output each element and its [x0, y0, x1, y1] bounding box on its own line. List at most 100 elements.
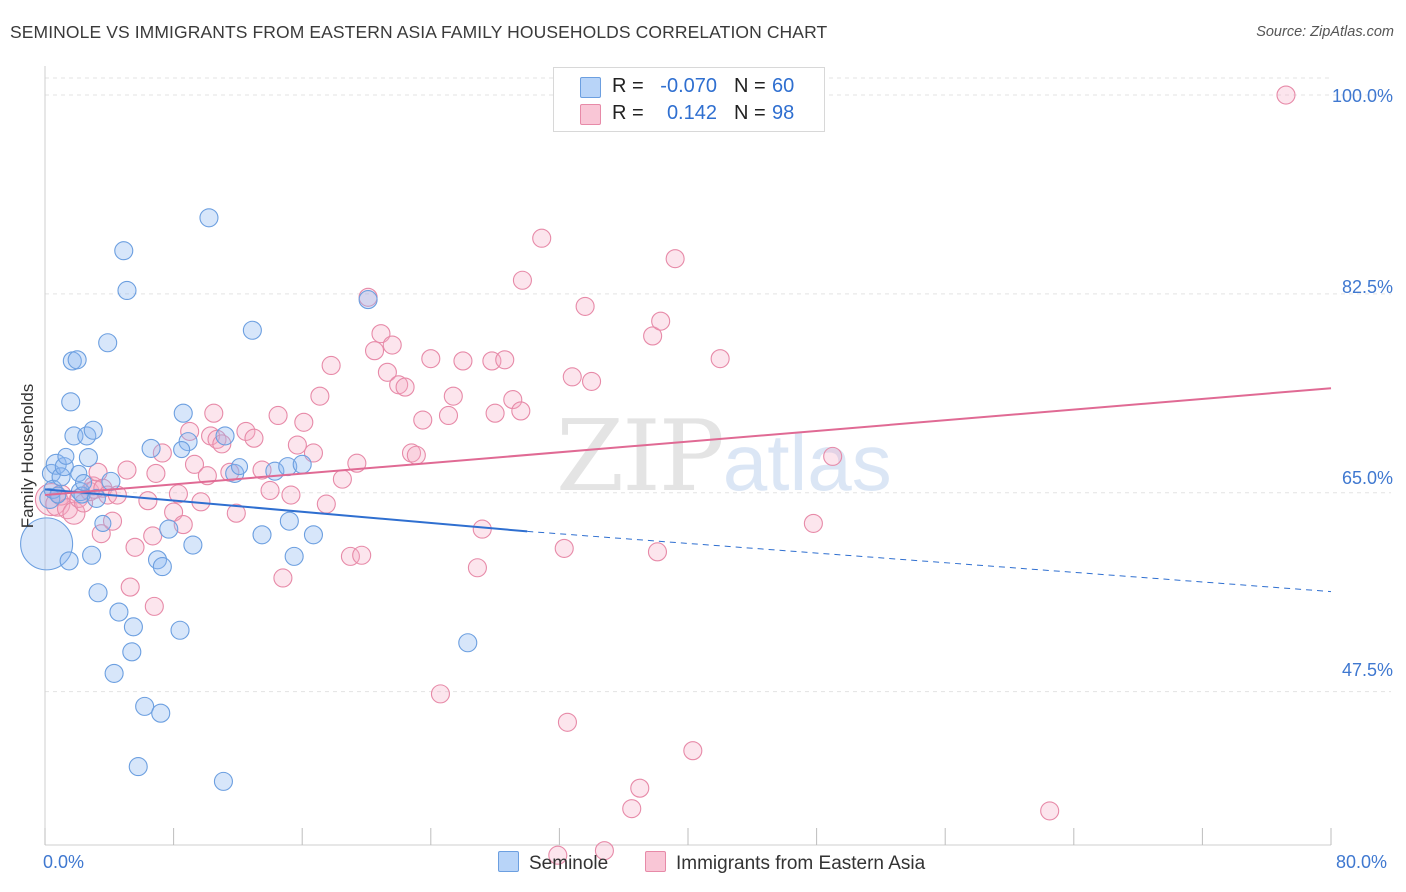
immigrants-point — [244, 428, 264, 448]
seminole-point — [128, 757, 148, 777]
seminole-point — [88, 583, 108, 603]
immigrants-point — [443, 386, 463, 406]
immigrants-point — [651, 311, 671, 331]
seminole-point — [284, 546, 304, 566]
seminole-point — [199, 208, 219, 228]
immigrants-point — [260, 480, 280, 501]
immigrants-point — [495, 350, 515, 370]
legend-n-value: 98 — [772, 102, 795, 124]
seminole-point — [213, 771, 233, 791]
immigrants-point — [303, 443, 324, 463]
seminole-point — [70, 464, 88, 482]
legend-n-label: N = — [734, 75, 766, 97]
immigrants-point — [352, 545, 372, 565]
immigrants-point — [125, 537, 145, 557]
immigrants-swatch — [580, 104, 601, 125]
seminole-point — [303, 525, 324, 545]
immigrants-point — [710, 349, 730, 369]
immigrants-point — [647, 542, 668, 562]
seminole-point — [215, 426, 235, 446]
legend-row-immigrants: R = 0.142 N = 98 — [554, 100, 824, 128]
immigrants-point — [226, 503, 246, 523]
legend-immigrants-label: Immigrants from Eastern Asia — [676, 853, 926, 874]
watermark-zip: ZIP — [556, 400, 725, 514]
immigrants-point — [575, 296, 595, 316]
immigrants-point — [630, 778, 650, 798]
immigrants-point — [371, 324, 391, 344]
immigrants-point — [803, 513, 823, 533]
immigrants-point — [310, 386, 330, 406]
watermark-atlas: atlas — [722, 418, 892, 507]
source-label: Source: ZipAtlas.com — [1256, 24, 1394, 40]
series-legend: Seminole Immigrants from Eastern Asia — [0, 851, 1406, 877]
seminole-point — [61, 392, 81, 412]
immigrants-point — [511, 401, 531, 421]
immigrants-point — [823, 446, 843, 466]
immigrants-points — [34, 85, 1296, 865]
chart-title: SEMINOLE VS IMMIGRANTS FROM EASTERN ASIA… — [10, 22, 828, 42]
immigrants-point — [316, 494, 336, 514]
immigrants-point — [152, 443, 172, 463]
y-tick-label-65: 65.0% — [1341, 468, 1393, 488]
seminole-point — [135, 696, 155, 716]
immigrants-point — [430, 684, 450, 704]
immigrants-point — [273, 568, 293, 588]
watermark: ZIPatlas — [556, 400, 892, 514]
seminole-point — [230, 458, 249, 476]
seminole-point — [82, 545, 102, 565]
seminole-trend-line — [44, 488, 528, 533]
immigrants-point — [321, 355, 341, 376]
seminole-legend-swatch — [498, 851, 519, 872]
legend-item-immigrants: Immigrants from Eastern Asia — [645, 851, 925, 875]
seminole-point — [98, 333, 118, 353]
immigrants-point — [377, 362, 397, 382]
immigrants-point — [204, 403, 224, 423]
correlation-legend: R = -0.070 N = 60 R = 0.142 N = 98 — [553, 67, 825, 132]
seminole-trend-extension — [527, 530, 1332, 593]
seminole-point — [458, 633, 478, 653]
immigrants-point — [665, 249, 685, 269]
seminole-point — [242, 320, 262, 340]
immigrants-point — [438, 405, 459, 426]
legend-seminole-label: Seminole — [529, 853, 609, 874]
immigrants-point — [144, 596, 164, 616]
immigrants-point — [146, 463, 166, 483]
immigrants-point — [395, 377, 415, 397]
immigrants-point — [406, 445, 426, 465]
immigrants-point — [562, 367, 582, 387]
immigrants-point — [467, 558, 487, 578]
immigrants-trend-line — [44, 387, 1332, 497]
immigrants-point — [268, 405, 288, 426]
seminole-point — [114, 241, 134, 261]
seminole-point — [358, 290, 378, 310]
legend-r-label: R = — [612, 75, 644, 97]
immigrants-point — [236, 421, 256, 441]
y-tick-label-100: 100.0% — [1331, 86, 1393, 106]
seminole-point — [151, 703, 171, 723]
seminole-point — [173, 403, 193, 423]
immigrants-point — [287, 435, 307, 455]
immigrants-point — [643, 326, 663, 346]
seminole-point — [101, 471, 121, 491]
seminole-point — [109, 602, 129, 622]
y-tick-label-82-5: 82.5% — [1341, 277, 1393, 297]
immigrants-point — [413, 410, 433, 430]
immigrants-point — [180, 421, 200, 441]
seminole-point — [279, 511, 299, 531]
legend-row-seminole: R = -0.070 N = 60 — [554, 73, 824, 101]
immigrants-point — [554, 538, 574, 558]
seminole-point — [83, 420, 103, 440]
legend-n-value: 60 — [772, 75, 795, 97]
immigrants-point — [512, 270, 532, 290]
immigrants-point — [683, 741, 703, 761]
seminole-point — [78, 447, 98, 468]
immigrants-point — [173, 515, 193, 535]
legend-r-value: -0.070 — [660, 75, 717, 97]
immigrants-point — [557, 712, 577, 732]
x-tick-label-max: 80.0% — [1336, 852, 1388, 872]
seminole-point — [152, 557, 172, 577]
seminole-point — [67, 350, 87, 370]
immigrants-point — [332, 469, 352, 489]
seminole-point — [252, 525, 272, 545]
immigrants-point — [120, 577, 140, 597]
